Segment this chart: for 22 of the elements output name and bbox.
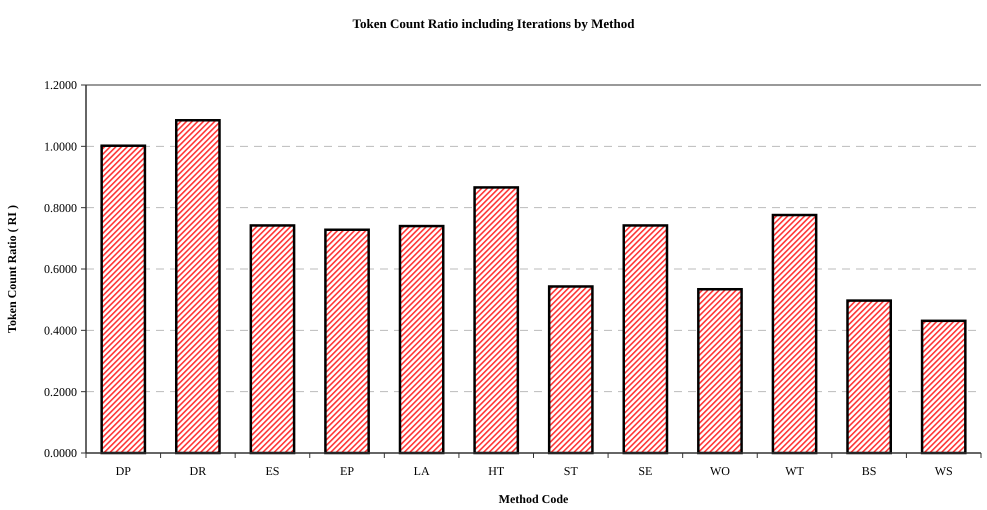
x-tick-label: DP <box>116 464 132 478</box>
x-tick-label: EP <box>340 464 354 478</box>
y-tick-label: 0.2000 <box>44 384 77 399</box>
x-tick-label: LA <box>414 464 430 478</box>
y-tick-label: 0.4000 <box>44 324 77 338</box>
x-tick-label: WT <box>785 464 805 478</box>
x-tick-label: BS <box>862 464 876 478</box>
x-tick-label: WO <box>710 464 730 478</box>
x-tick-label: SE <box>638 464 652 478</box>
y-tick-label: 0.6000 <box>44 262 77 276</box>
y-tick-label: 1.0000 <box>44 140 77 154</box>
y-axis-title: Token Count Ratio ( RI ) <box>5 205 19 333</box>
chart-title: Token Count Ratio including Iterations by Method <box>352 16 636 31</box>
x-tick-label: ES <box>265 464 280 478</box>
x-tick-label: ST <box>564 464 578 478</box>
x-tick-label: DR <box>190 464 206 478</box>
x-axis-title: Method Code <box>498 492 569 506</box>
y-tick-label: 1.2000 <box>44 78 77 92</box>
x-tick-label: WS <box>934 464 953 478</box>
y-tick-label: 0.8000 <box>44 200 77 215</box>
y-tick-label: 0.0000 <box>44 446 77 460</box>
x-tick-label: HT <box>488 464 505 478</box>
